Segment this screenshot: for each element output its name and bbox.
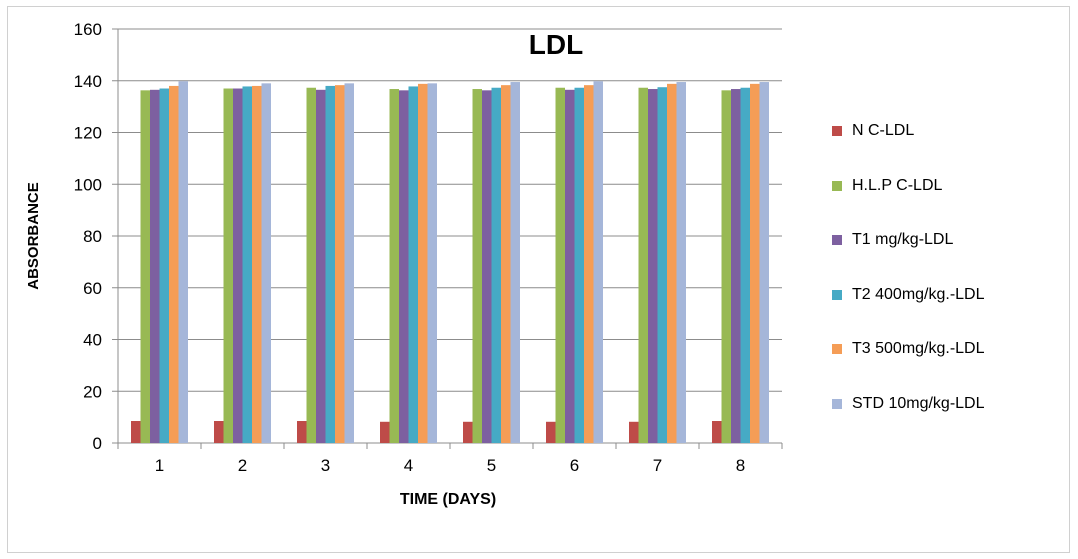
legend-label: STD 10mg/kg-LDL bbox=[852, 394, 985, 412]
bar bbox=[712, 421, 722, 443]
bar bbox=[593, 81, 603, 443]
y-axis-label: ABSORBANCE bbox=[25, 182, 42, 290]
bar bbox=[491, 87, 501, 443]
bar bbox=[731, 89, 741, 443]
x-tick-label: 5 bbox=[487, 456, 496, 475]
bar bbox=[510, 82, 520, 443]
axes: 0 20 40 60 80 100 120 140 160 1 2 3 4 5 6 7 8 bbox=[74, 20, 783, 475]
bar bbox=[242, 86, 252, 443]
bar bbox=[252, 85, 262, 444]
bar bbox=[721, 90, 731, 443]
legend-item: T1 mg/kg-LDL bbox=[832, 231, 953, 249]
legend-item: N C-LDL bbox=[832, 122, 914, 140]
y-tick-label: 40 bbox=[83, 331, 102, 350]
x-tick-label: 2 bbox=[238, 456, 247, 475]
bar bbox=[150, 89, 160, 444]
bar bbox=[657, 87, 667, 443]
bar bbox=[676, 82, 686, 443]
bar bbox=[648, 89, 658, 443]
legend-item: T2 400mg/kg.-LDL bbox=[832, 286, 985, 304]
bar bbox=[750, 83, 760, 443]
y-tick-label: 60 bbox=[83, 279, 102, 298]
bar bbox=[140, 90, 150, 443]
bars bbox=[131, 81, 769, 444]
y-tick-label: 0 bbox=[93, 434, 102, 453]
x-tick-label: 6 bbox=[570, 456, 579, 475]
bar bbox=[261, 83, 271, 444]
legend-swatch bbox=[832, 180, 842, 191]
bar bbox=[380, 421, 390, 443]
y-tick-label: 140 bbox=[74, 72, 102, 91]
bar bbox=[169, 85, 179, 444]
legend-label: N C-LDL bbox=[852, 122, 915, 139]
bar bbox=[214, 421, 224, 443]
bar bbox=[399, 90, 409, 443]
bar bbox=[501, 85, 511, 444]
legend-label: H.L.P C-LDL bbox=[852, 176, 943, 194]
bar bbox=[178, 81, 188, 443]
bar bbox=[565, 89, 575, 444]
bar bbox=[408, 86, 418, 443]
x-axis-label: TIME (DAYS) bbox=[400, 491, 496, 508]
bar bbox=[223, 88, 233, 443]
x-tick-label: 4 bbox=[404, 456, 413, 475]
legend-label: T3 500mg/kg.-LDL bbox=[852, 340, 985, 357]
bar bbox=[472, 89, 482, 443]
bar bbox=[740, 87, 750, 443]
legend-swatch bbox=[832, 289, 842, 300]
bar bbox=[297, 421, 307, 443]
bar bbox=[418, 83, 428, 443]
y-tick-label: 100 bbox=[74, 175, 102, 194]
bar bbox=[667, 83, 677, 443]
bar bbox=[233, 88, 243, 443]
legend-swatch bbox=[832, 235, 842, 245]
legend-swatch bbox=[832, 344, 842, 354]
bar bbox=[555, 87, 565, 443]
bar bbox=[638, 87, 648, 443]
x-tick-label: 7 bbox=[653, 456, 662, 475]
y-tick-label: 160 bbox=[74, 20, 102, 39]
bar bbox=[316, 89, 326, 444]
bar bbox=[325, 85, 335, 444]
bar bbox=[482, 90, 492, 443]
bar bbox=[131, 421, 141, 443]
legend-item: H.L.P C-LDL bbox=[832, 177, 942, 195]
bar bbox=[574, 87, 584, 443]
y-tick-label: 80 bbox=[83, 227, 102, 246]
bar bbox=[463, 421, 473, 443]
legend-swatch bbox=[832, 398, 842, 409]
legend-label: T2 400mg/kg.-LDL bbox=[852, 285, 985, 303]
bar bbox=[389, 89, 399, 443]
x-tick-label: 8 bbox=[736, 456, 745, 475]
x-tick-label: 1 bbox=[155, 456, 164, 475]
x-tick-label: 3 bbox=[321, 456, 330, 475]
y-tick-label: 20 bbox=[83, 382, 102, 401]
y-tick-label: 120 bbox=[74, 124, 102, 143]
bar bbox=[344, 83, 354, 444]
bar bbox=[584, 85, 594, 444]
bar bbox=[546, 421, 556, 443]
legend-label: T1 mg/kg-LDL bbox=[852, 231, 954, 248]
bar bbox=[427, 83, 437, 444]
legend-swatch bbox=[832, 126, 842, 136]
bar bbox=[629, 421, 639, 443]
bar bbox=[759, 82, 769, 443]
bar bbox=[306, 87, 316, 443]
chart-title: LDL bbox=[529, 29, 583, 60]
bar bbox=[159, 88, 169, 443]
bar bbox=[335, 85, 345, 444]
legend-item: STD 10mg/kg-LDL bbox=[832, 395, 985, 413]
legend-item: T3 500mg/kg.-LDL bbox=[832, 340, 985, 358]
